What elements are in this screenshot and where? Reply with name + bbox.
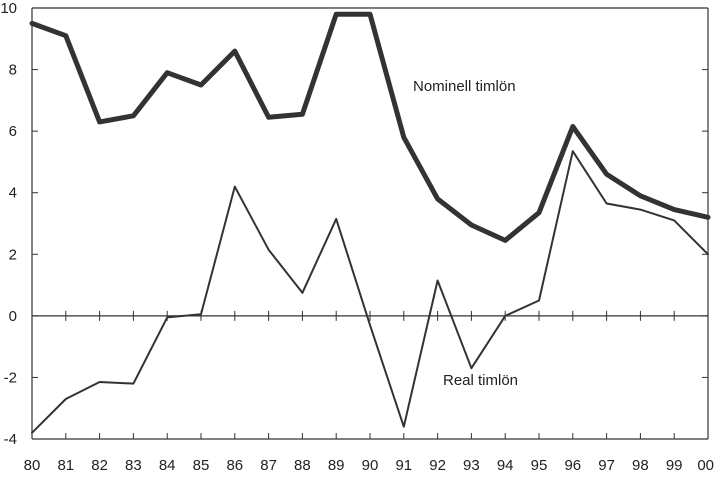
- x-tick-label: 84: [159, 457, 176, 474]
- x-tick-label: 83: [125, 457, 142, 474]
- plot-frame: [31, 7, 709, 440]
- x-tick-label: 97: [598, 457, 615, 474]
- x-tick-label: 94: [497, 457, 514, 474]
- series-lines: [29, 11, 711, 434]
- x-tick-label: 81: [57, 457, 74, 474]
- y-tick-label: 8: [9, 62, 17, 79]
- x-tick-label: 86: [226, 457, 243, 474]
- x-tick-label: 98: [632, 457, 649, 474]
- y-tick-label: 4: [9, 185, 17, 202]
- x-axis: 80 81 82 83 84 85 86 87 88 89 90 91 92 93 94 95 96 97 98 99…: [24, 310, 714, 474]
- series-line-nominell-timlon: [29, 11, 711, 243]
- y-tick-label: -2: [4, 369, 17, 386]
- x-tick-label: 88: [294, 457, 311, 474]
- x-tick-label: 99: [666, 457, 683, 474]
- y-tick-label: 10: [0, 0, 17, 17]
- x-tick-label: 95: [531, 457, 548, 474]
- x-tick-label: 91: [395, 457, 412, 474]
- x-tick-label: 00: [697, 457, 714, 474]
- series-label-real-timlon: Real timlön: [443, 372, 518, 389]
- y-tick-label: 6: [9, 123, 17, 140]
- x-tick-label: 92: [429, 457, 446, 474]
- x-tick-label: 96: [564, 457, 581, 474]
- series-label-nominell-timlon: Nominell timlön: [413, 78, 516, 95]
- x-tick-label: 85: [193, 457, 210, 474]
- x-tick-label: 90: [362, 457, 379, 474]
- x-tick-label: 89: [328, 457, 345, 474]
- y-axis: -4 -2 0 2 4 6 8 10: [0, 0, 708, 448]
- x-tick-label: 93: [463, 457, 480, 474]
- x-tick-label: 82: [91, 457, 108, 474]
- y-tick-label: 2: [9, 246, 17, 263]
- y-tick-label: 0: [9, 308, 17, 325]
- y-tick-label: -4: [4, 431, 17, 448]
- x-tick-label: 87: [260, 457, 277, 474]
- series-line-real-timlon: [31, 150, 709, 434]
- x-tick-label: 80: [24, 457, 41, 474]
